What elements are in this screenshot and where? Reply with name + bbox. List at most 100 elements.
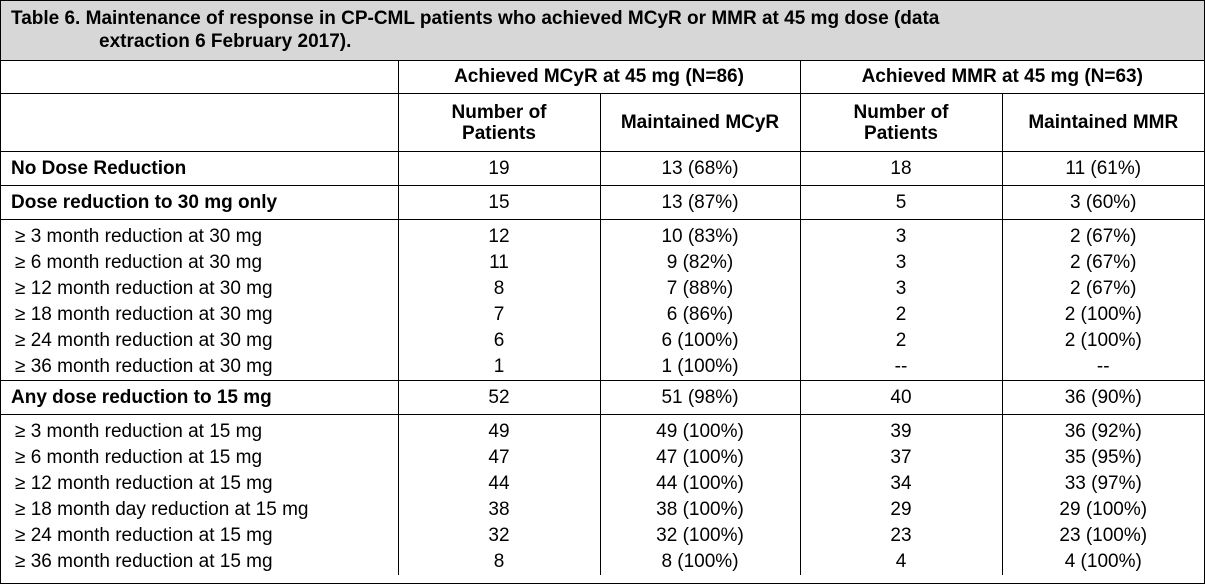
header-number-of-text: Number of (451, 101, 547, 123)
table-row-dose-reduction-30: Dose reduction to 30 mg only 15 13 (87%)… (1, 185, 1205, 220)
caption-line-1: Table 6. Maintenance of response in CP-C… (11, 8, 940, 29)
cell-mmr-patients: 4 (799, 549, 1002, 575)
cell-mcyr-patients: 44 (397, 471, 600, 497)
cell-mmr-patients: 40 (799, 380, 1002, 415)
cell-mcyr-patients: 52 (397, 380, 600, 415)
cell-mmr-patients: 3 (799, 219, 1002, 250)
cell-mcyr-maintained: 32 (100%) (599, 523, 800, 549)
cell-mmr-patients: 2 (799, 328, 1002, 354)
table-row-no-dose-reduction: No Dose Reduction 19 13 (68%) 18 11 (61%… (1, 151, 1205, 186)
row-label: No Dose Reduction (1, 151, 398, 186)
header-number-of-patients-mcyr: Number of Patients (397, 93, 600, 152)
row-label: ≥ 24 month reduction at 15 mg (15, 525, 273, 546)
cell-mmr-patients: -- (799, 354, 1002, 381)
cell-mcyr-maintained: 13 (87%) (599, 185, 800, 220)
caption-line-2: extraction 6 February 2017). (99, 31, 352, 52)
cell-mmr-patients: 2 (799, 302, 1002, 328)
cell-mmr-maintained: 29 (100%) (1001, 497, 1205, 523)
row-label: ≥ 6 month reduction at 30 mg (15, 252, 263, 273)
cell-mcyr-patients: 49 (397, 414, 600, 445)
header-empty-cell (1, 61, 398, 94)
header-row-columns: Number of Patients Maintained MCyR Numbe… (1, 93, 1205, 152)
cell-mcyr-patients: 11 (397, 250, 600, 276)
response-table: Achieved MCyR at 45 mg (N=86) Achieved M… (1, 61, 1205, 575)
header-empty-cell (1, 93, 398, 152)
cell-mcyr-maintained: 9 (82%) (599, 250, 800, 276)
cell-mmr-patients: 39 (799, 414, 1002, 445)
cell-mcyr-patients: 15 (397, 185, 600, 220)
cell-mmr-patients: 3 (799, 276, 1002, 302)
table-row: ≥ 24 month reduction at 30 mg 6 6 (100%)… (1, 328, 1205, 354)
cell-mmr-maintained: 36 (92%) (1001, 414, 1205, 445)
cell-mcyr-maintained: 13 (68%) (599, 151, 800, 186)
table-row: ≥ 12 month reduction at 15 mg 44 44 (100… (1, 471, 1205, 497)
row-label: ≥ 18 month reduction at 30 mg (15, 304, 273, 325)
row-label: ≥ 24 month reduction at 30 mg (15, 330, 273, 351)
cell-mmr-maintained: 2 (67%) (1001, 219, 1205, 250)
table-row-dose-reduction-15: Any dose reduction to 15 mg 52 51 (98%) … (1, 380, 1205, 415)
table-row: ≥ 12 month reduction at 30 mg 8 7 (88%) … (1, 276, 1205, 302)
table-row: ≥ 24 month reduction at 15 mg 32 32 (100… (1, 523, 1205, 549)
row-label: ≥ 3 month reduction at 15 mg (15, 421, 263, 442)
cell-mcyr-patients: 6 (397, 328, 600, 354)
cell-mmr-patients: 37 (799, 445, 1002, 471)
table-row: ≥ 6 month reduction at 30 mg 11 9 (82%) … (1, 250, 1205, 276)
cell-mmr-maintained: 36 (90%) (1001, 380, 1205, 415)
row-label: ≥ 6 month reduction at 15 mg (15, 447, 263, 468)
table-row: ≥ 6 month reduction at 15 mg 47 47 (100%… (1, 445, 1205, 471)
cell-mcyr-maintained: 7 (88%) (599, 276, 800, 302)
cell-mcyr-maintained: 10 (83%) (599, 219, 800, 250)
table-caption: Table 6. Maintenance of response in CP-C… (1, 1, 1204, 61)
row-label: ≥ 18 month day reduction at 15 mg (15, 499, 309, 520)
row-label: Any dose reduction to 15 mg (1, 380, 398, 415)
table-row: ≥ 3 month reduction at 15 mg 49 49 (100%… (1, 414, 1205, 445)
table-row: ≥ 36 month reduction at 15 mg 8 8 (100%)… (1, 549, 1205, 575)
row-label: ≥ 3 month reduction at 30 mg (15, 226, 263, 247)
header-patients-text: Patients (462, 122, 536, 144)
cell-mmr-maintained: 23 (100%) (1001, 523, 1205, 549)
header-number-of-patients-mmr: Number of Patients (799, 93, 1002, 152)
header-row-groups: Achieved MCyR at 45 mg (N=86) Achieved M… (1, 61, 1205, 94)
cell-mcyr-maintained: 8 (100%) (599, 549, 800, 575)
cell-mcyr-patients: 8 (397, 276, 600, 302)
cell-mmr-patients: 18 (799, 151, 1002, 186)
row-label: ≥ 12 month reduction at 15 mg (15, 473, 273, 494)
cell-mmr-maintained: 4 (100%) (1001, 549, 1205, 575)
header-group-mcyr: Achieved MCyR at 45 mg (N=86) (397, 61, 800, 94)
row-label: ≥ 12 month reduction at 30 mg (15, 278, 273, 299)
cell-mcyr-maintained: 47 (100%) (599, 445, 800, 471)
cell-mmr-patients: 34 (799, 471, 1002, 497)
cell-mmr-maintained: 2 (67%) (1001, 276, 1205, 302)
cell-mcyr-maintained: 51 (98%) (599, 380, 800, 415)
cell-mcyr-patients: 1 (397, 354, 600, 381)
table-row: ≥ 3 month reduction at 30 mg 12 10 (83%)… (1, 219, 1205, 250)
cell-mmr-maintained: 35 (95%) (1001, 445, 1205, 471)
header-maintained-mcyr: Maintained MCyR (599, 93, 800, 152)
cell-mcyr-patients: 12 (397, 219, 600, 250)
cell-mcyr-patients: 19 (397, 151, 600, 186)
table-row: ≥ 18 month day reduction at 15 mg 38 38 … (1, 497, 1205, 523)
cell-mcyr-patients: 8 (397, 549, 600, 575)
cell-mmr-patients: 3 (799, 250, 1002, 276)
header-number-of-text: Number of (853, 101, 949, 123)
header-group-mmr: Achieved MMR at 45 mg (N=63) (799, 61, 1205, 94)
row-label: ≥ 36 month reduction at 30 mg (1, 354, 398, 381)
cell-mcyr-maintained: 49 (100%) (599, 414, 800, 445)
cell-mcyr-patients: 32 (397, 523, 600, 549)
cell-mcyr-patients: 7 (397, 302, 600, 328)
header-patients-text: Patients (864, 122, 938, 144)
cell-mmr-patients: 5 (799, 185, 1002, 220)
cell-mmr-maintained: 2 (100%) (1001, 302, 1205, 328)
table-row: ≥ 18 month reduction at 30 mg 7 6 (86%) … (1, 302, 1205, 328)
cell-mmr-patients: 23 (799, 523, 1002, 549)
table-row: ≥ 36 month reduction at 30 mg 1 1 (100%)… (1, 354, 1205, 381)
cell-mcyr-maintained: 6 (86%) (599, 302, 800, 328)
cell-mmr-maintained: 11 (61%) (1001, 151, 1205, 186)
cell-mmr-maintained: -- (1001, 354, 1205, 381)
cell-mmr-maintained: 33 (97%) (1001, 471, 1205, 497)
cell-mmr-maintained: 3 (60%) (1001, 185, 1205, 220)
cell-mmr-patients: 29 (799, 497, 1002, 523)
cell-mcyr-patients: 38 (397, 497, 600, 523)
row-label: ≥ 36 month reduction at 15 mg (15, 551, 273, 572)
